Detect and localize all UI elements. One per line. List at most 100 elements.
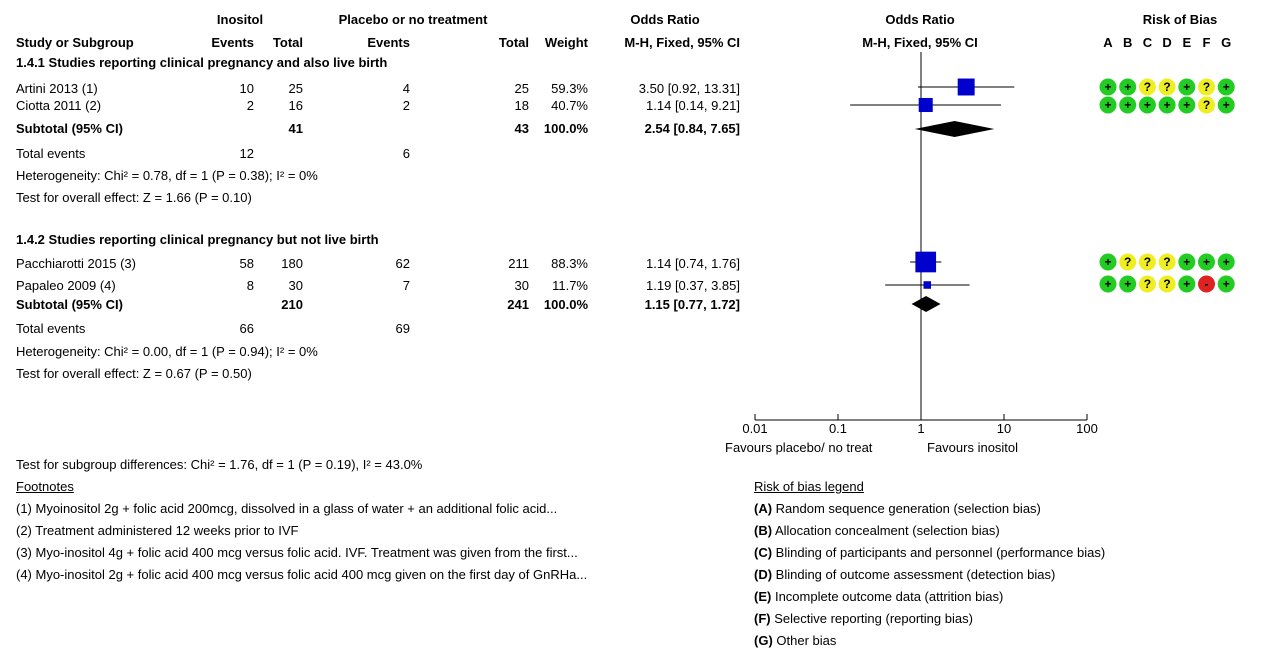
events1-header: Events bbox=[211, 35, 254, 50]
rob-legend-key: (D) bbox=[754, 567, 773, 582]
rob-circle bbox=[1178, 253, 1196, 271]
effect-square bbox=[923, 281, 932, 289]
rob-symbol: + bbox=[1203, 255, 1210, 269]
subtotal-total1: 210 bbox=[281, 297, 303, 312]
events2-cell: 7 bbox=[402, 278, 410, 293]
rob-circle bbox=[1178, 96, 1196, 114]
rob-legend-item: (G) Other bias bbox=[754, 633, 836, 649]
total2-cell: 25 bbox=[514, 81, 529, 96]
rob-legend-item: (C) Blinding of participants and personn… bbox=[754, 545, 1105, 561]
rob-symbol: ? bbox=[1163, 255, 1170, 269]
subtotal-total2: 43 bbox=[514, 121, 529, 136]
footnote: (4) Myo-inositol 2g + folic acid 400 mcg… bbox=[16, 567, 588, 582]
rob-symbol: ? bbox=[1124, 255, 1131, 269]
study-name: Artini 2013 (1) bbox=[16, 81, 98, 96]
subtotal-weight: 100.0% bbox=[543, 297, 588, 312]
total1-cell: 25 bbox=[288, 81, 303, 96]
weight-cell: 40.7% bbox=[551, 98, 588, 113]
events1-cell: 10 bbox=[239, 81, 254, 96]
rob-legend-text: Incomplete outcome data (attrition bias) bbox=[771, 589, 1004, 604]
rob-symbol: ? bbox=[1144, 80, 1151, 94]
rob-symbol: ? bbox=[1203, 98, 1210, 112]
rob-symbol: ? bbox=[1163, 277, 1170, 291]
events2-cell: 62 bbox=[395, 256, 410, 271]
rob-circle bbox=[1217, 275, 1235, 293]
group-title: 1.4.1 Studies reporting clinical pregnan… bbox=[16, 55, 388, 70]
rob-circle bbox=[1099, 253, 1117, 271]
footnote: (3) Myo-inositol 4g + folic acid 400 mcg… bbox=[16, 545, 578, 560]
rob-symbol: ? bbox=[1163, 80, 1170, 94]
rob-circle bbox=[1217, 96, 1235, 114]
rob-circle bbox=[1138, 78, 1156, 96]
rob-symbol: + bbox=[1104, 277, 1111, 291]
or-plot-header: Odds Ratio bbox=[885, 12, 955, 27]
rob-header: Risk of Bias bbox=[1142, 12, 1218, 27]
method-header: M-H, Fixed, 95% CI bbox=[624, 35, 740, 50]
effect-square bbox=[915, 251, 937, 273]
effect-square bbox=[957, 78, 975, 96]
rob-legend-item: (E) Incomplete outcome data (attrition b… bbox=[754, 589, 1003, 605]
total-events2: 6 bbox=[402, 146, 410, 161]
rob-legend-title: Risk of bias legend bbox=[754, 479, 864, 494]
rob-legend-item: (F) Selective reporting (reporting bias) bbox=[754, 611, 973, 627]
total-events2: 69 bbox=[395, 321, 410, 336]
x-tick-label: 0.1 bbox=[829, 421, 847, 436]
total1-cell: 30 bbox=[288, 278, 303, 293]
rob-legend-text: Selective reporting (reporting bias) bbox=[770, 611, 973, 626]
rob-circle bbox=[1099, 78, 1117, 96]
rob-legend-item: (B) Allocation concealment (selection bi… bbox=[754, 523, 1000, 539]
subtotal-diamond bbox=[914, 121, 995, 137]
rob-circle bbox=[1138, 96, 1156, 114]
rob-letter: F bbox=[1202, 35, 1211, 50]
total1-header: Total bbox=[272, 35, 303, 50]
heterogeneity-text: Heterogeneity: Chi² = 0.78, df = 1 (P = … bbox=[16, 168, 318, 183]
study-name: Papaleo 2009 (4) bbox=[16, 278, 116, 293]
rob-circle bbox=[1119, 96, 1137, 114]
rob-circle bbox=[1119, 275, 1137, 293]
rob-symbol: + bbox=[1223, 80, 1230, 94]
rob-legend-item: (A) Random sequence generation (selectio… bbox=[754, 501, 1041, 517]
rob-letter: A bbox=[1103, 35, 1113, 50]
effect-square bbox=[918, 97, 933, 113]
rob-circle bbox=[1119, 253, 1137, 271]
rob-legend-key: (E) bbox=[754, 589, 772, 604]
rob-symbol: + bbox=[1183, 255, 1190, 269]
x-tick-label: 100 bbox=[1076, 421, 1098, 436]
x-tick-label: 0.01 bbox=[742, 421, 767, 436]
or-cell: 1.14 [0.74, 1.76] bbox=[646, 256, 740, 271]
group1-header: Inositol bbox=[216, 12, 264, 27]
rob-circle bbox=[1138, 275, 1156, 293]
weight-header: Weight bbox=[544, 35, 588, 50]
footnote: (1) Myoinositol 2g + folic acid 200mcg, … bbox=[16, 501, 558, 516]
total1-cell: 16 bbox=[288, 98, 303, 113]
or-header: Odds Ratio bbox=[630, 12, 700, 27]
rob-symbol: + bbox=[1223, 98, 1230, 112]
rob-circle bbox=[1217, 78, 1235, 96]
subtotal-label: Subtotal (95% CI) bbox=[16, 121, 123, 136]
rob-legend-text: Other bias bbox=[772, 633, 837, 648]
rob-circle bbox=[1198, 96, 1215, 114]
rob-circle bbox=[1178, 275, 1196, 293]
rob-symbol: + bbox=[1223, 277, 1230, 291]
rob-legend-text: Random sequence generation (selection bi… bbox=[772, 501, 1041, 516]
rob-symbol: + bbox=[1183, 98, 1190, 112]
rob-symbol: + bbox=[1124, 98, 1131, 112]
rob-letter: E bbox=[1182, 35, 1192, 50]
group-title: 1.4.2 Studies reporting clinical pregnan… bbox=[16, 232, 379, 247]
subtotal-or: 1.15 [0.77, 1.72] bbox=[644, 297, 740, 312]
rob-symbol: ? bbox=[1203, 80, 1210, 94]
rob-circle bbox=[1099, 275, 1117, 293]
overall-effect-text: Test for overall effect: Z = 1.66 (P = 0… bbox=[16, 190, 252, 205]
rob-legend-text: Blinding of outcome assessment (detectio… bbox=[772, 567, 1056, 582]
rob-legend-key: (F) bbox=[754, 611, 771, 626]
rob-symbol: + bbox=[1104, 98, 1111, 112]
rob-legend-text: Allocation concealment (selection bias) bbox=[772, 523, 1000, 538]
events1-cell: 58 bbox=[239, 256, 254, 271]
total-events1: 66 bbox=[239, 321, 254, 336]
total1-cell: 180 bbox=[281, 256, 303, 271]
rob-circle bbox=[1217, 253, 1235, 271]
heterogeneity-text: Heterogeneity: Chi² = 0.00, df = 1 (P = … bbox=[16, 344, 318, 359]
subtotal-total1: 41 bbox=[288, 121, 303, 136]
rob-legend-item: (D) Blinding of outcome assessment (dete… bbox=[754, 567, 1055, 583]
